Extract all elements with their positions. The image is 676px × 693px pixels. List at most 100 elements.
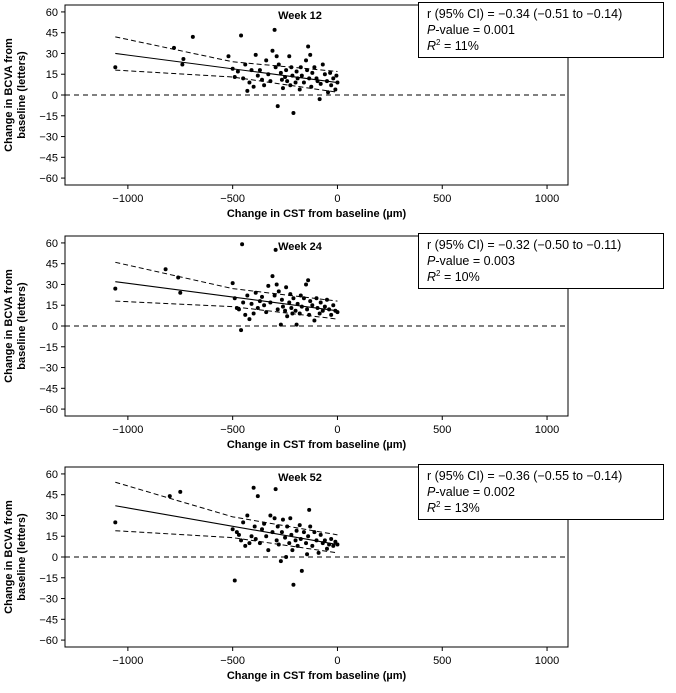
r-squared-value: = 11% [440,39,479,53]
data-point [285,524,290,529]
data-point [299,73,304,78]
y-tick-label: 60 [46,469,58,481]
y-tick-label: −60 [39,173,58,185]
x-tick-label: 0 [334,193,340,205]
data-point [315,306,320,310]
data-point [288,83,293,88]
data-point [247,80,252,85]
data-point [279,530,284,535]
p-value-text: -value = 0.001 [435,23,515,37]
data-point [279,77,284,82]
data-point [285,79,290,84]
data-point [251,84,256,89]
data-point [312,65,317,70]
data-point [304,282,309,287]
data-point [181,57,186,61]
panel-title: Week 24 [278,241,323,253]
data-point [264,58,269,63]
x-tick-label: 1000 [535,424,559,436]
x-tick-label: 500 [433,655,451,667]
data-point [304,541,309,546]
panel-title: Week 52 [278,472,322,484]
y-tick-label: −60 [39,635,58,647]
data-point [275,524,280,529]
x-axis-title: Change in CST from baseline (µm) [227,208,407,220]
data-point [232,75,237,79]
data-point [245,513,250,518]
chart-panel-2: 60 45 30 15 0 −15 −30 −45 −60 −1000 −500 0 500 1000 Ch… [0,231,676,462]
ci-upper-line [115,481,338,536]
data-point [312,530,317,535]
data-point [329,83,334,88]
data-point [307,312,312,317]
data-point [252,524,257,529]
data-point [262,303,267,308]
data-point [163,267,168,272]
data-point [305,552,310,557]
data-point [255,73,260,78]
data-point [314,538,319,543]
data-point [322,72,327,77]
data-point [260,527,265,532]
data-point [294,528,299,533]
data-point [310,303,315,308]
stats-box: r (95% CI) = −0.32 (−0.50 to −0.11) P-val… [418,233,664,289]
data-point [293,538,298,543]
data-point [299,568,304,573]
y-axis-title-line2: baseline (letters) [16,513,28,601]
data-point [257,541,262,546]
x-axis-title: Change in CST from baseline (µm) [227,439,407,451]
data-point [304,58,309,63]
data-point [176,275,181,280]
data-point [270,274,275,279]
data-point [190,34,195,39]
p-value-label: P-value = 0.003 [427,253,655,269]
data-point [288,292,293,297]
data-point [270,530,275,535]
chart-panel-1: 60 45 30 15 0 −15 −30 −45 −60 −1000 −500 0 500 1000 Ch… [0,0,676,231]
data-point [230,66,235,71]
data-point [334,73,339,78]
x-tick-label: −500 [220,655,245,667]
data-point [294,69,299,74]
data-point [324,79,329,84]
scatter-plot: 60 45 30 15 0 −15 −30 −45 −60 −1000 −500 0 500 1000 Ch… [3,4,569,220]
data-point [283,75,288,79]
x-tick-label: −1000 [112,655,143,667]
data-point [317,97,322,102]
data-point [307,507,312,512]
x-axis-title: Change in CST from baseline (µm) [227,670,407,682]
data-point [272,516,277,521]
data-point [264,534,269,539]
data-point [289,306,294,310]
x-tick-label: 1000 [535,655,559,667]
y-axis-title-line2: baseline (letters) [16,51,28,139]
x-tick-label: 0 [334,424,340,436]
data-point [239,328,244,333]
data-point [230,527,235,532]
data-point [276,542,281,547]
data-point [290,311,295,316]
data-point [305,68,310,73]
data-point [287,300,292,305]
correlation-label: r (95% CI) = −0.36 (−0.55 to −0.14) [427,469,623,483]
data-point [301,80,306,85]
data-point [251,485,256,490]
data-point [236,532,241,537]
data-point [335,80,340,85]
data-point [276,62,281,67]
data-point [331,76,336,81]
data-point [306,44,311,49]
y-tick-label: 30 [46,279,58,291]
data-point [249,301,254,306]
data-point [333,539,338,544]
y-tick-label: 30 [46,48,58,60]
data-point [255,494,260,499]
data-point [331,543,336,548]
data-point [324,297,329,302]
x-tick-label: −1000 [112,424,143,436]
y-tick-label: −45 [39,152,58,164]
data-point [312,318,317,323]
data-point [113,286,118,291]
y-axis-title-line1: Change in BCVA from [3,500,15,614]
